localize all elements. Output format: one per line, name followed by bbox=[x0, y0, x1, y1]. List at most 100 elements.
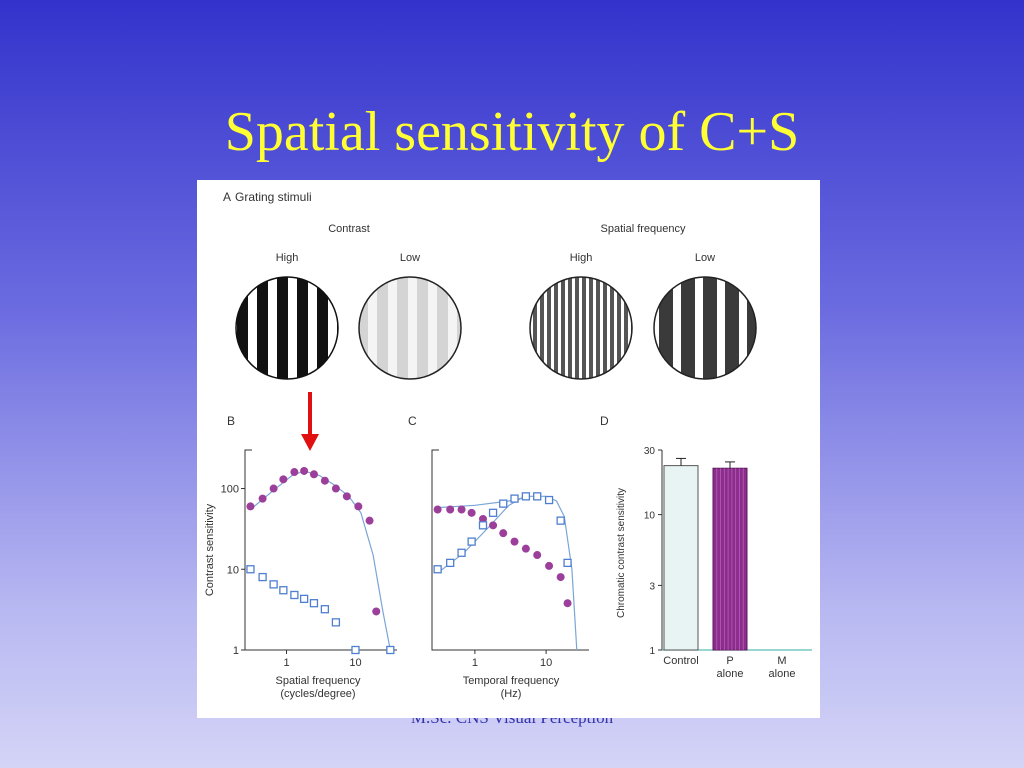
figure-panel: A Grating stimuli Contrast Spatial frequ… bbox=[197, 180, 820, 718]
data-point-circle bbox=[309, 470, 318, 479]
data-point-circle bbox=[533, 551, 542, 560]
data-point-circle bbox=[499, 529, 508, 538]
data-point-circle bbox=[545, 561, 554, 570]
data-point-circle bbox=[489, 521, 498, 530]
bar bbox=[663, 465, 699, 651]
data-point-circle bbox=[269, 484, 278, 493]
data-point-square bbox=[467, 537, 476, 546]
data-point-circle bbox=[354, 502, 363, 511]
chart-b-ylabel: Contrast sensitivity bbox=[204, 503, 216, 596]
data-point-square bbox=[258, 572, 267, 582]
data-point-square bbox=[351, 645, 360, 655]
fit-curve bbox=[250, 470, 391, 651]
grating-outline bbox=[358, 276, 462, 380]
x-tick-label: 10 bbox=[349, 657, 361, 669]
data-point-circle bbox=[365, 516, 374, 525]
panel-a-letter: A bbox=[223, 190, 231, 204]
data-point-circle bbox=[246, 502, 255, 511]
category-label: Control bbox=[663, 655, 698, 667]
data-point-circle bbox=[331, 484, 340, 493]
chart-c-axes bbox=[431, 449, 589, 651]
y-tick-label: 10 bbox=[227, 564, 239, 576]
data-point-circle bbox=[510, 537, 519, 546]
red-arrow-icon bbox=[301, 392, 319, 451]
chart-c-xlabel: Temporal frequency (Hz) bbox=[463, 675, 560, 700]
grating-outline bbox=[235, 276, 339, 380]
x-tick-label: 1 bbox=[283, 657, 289, 669]
grating-outline bbox=[529, 276, 633, 380]
chart-b-plot: 1 10 1 10 100 bbox=[221, 466, 395, 669]
data-point-circle bbox=[433, 505, 442, 514]
data-point-square bbox=[320, 605, 330, 614]
y-tick-label: 1 bbox=[233, 645, 239, 657]
data-point-circle bbox=[556, 573, 565, 582]
x-tick-label: 1 bbox=[472, 657, 478, 669]
chart-b-xlabel: Spatial frequency (cycles/degree) bbox=[276, 675, 361, 700]
chart-c-plot: 1 10 bbox=[433, 492, 578, 669]
data-point-square bbox=[499, 499, 508, 508]
data-point-circle bbox=[320, 476, 329, 485]
data-point-square bbox=[269, 580, 278, 589]
contrast-group-label: Contrast bbox=[328, 223, 370, 235]
spatial-frequency-group-label: Spatial frequency bbox=[601, 223, 686, 235]
data-point-circle bbox=[258, 494, 267, 503]
grating-low-frequency bbox=[654, 277, 756, 379]
data-point-square bbox=[433, 565, 442, 574]
data-point-square bbox=[279, 586, 288, 595]
y-tick-label: 3 bbox=[649, 581, 655, 592]
y-tick-label: 10 bbox=[644, 511, 656, 522]
y-tick-label: 30 bbox=[644, 446, 656, 457]
figure-svg: A Grating stimuli Contrast Spatial frequ… bbox=[204, 190, 812, 700]
data-point-square bbox=[510, 494, 519, 503]
grating-high-contrast bbox=[236, 277, 338, 379]
data-point-square bbox=[299, 594, 309, 604]
grating-outline bbox=[653, 276, 757, 380]
data-point-circle bbox=[446, 505, 455, 514]
fit-curve bbox=[437, 495, 578, 651]
data-point-square bbox=[386, 645, 395, 655]
y-tick-label: 1 bbox=[649, 646, 655, 657]
data-point-square bbox=[446, 558, 455, 568]
data-point-square bbox=[246, 565, 255, 574]
y-tick-label: 100 bbox=[221, 484, 239, 496]
data-point-square bbox=[544, 495, 554, 505]
panel-d-letter: D bbox=[600, 414, 609, 428]
data-point-square bbox=[521, 492, 531, 501]
data-point-circle bbox=[467, 508, 476, 517]
grating-low-contrast bbox=[359, 277, 461, 379]
slide-title: Spatial sensitivity of C+S bbox=[224, 101, 800, 163]
data-point-circle bbox=[479, 514, 488, 523]
data-point-circle bbox=[290, 468, 299, 477]
panel-b-letter: B bbox=[227, 414, 235, 428]
data-point-square bbox=[309, 599, 319, 608]
grating-high-frequency bbox=[530, 277, 632, 379]
grating-label-low-contrast: Low bbox=[400, 252, 420, 264]
data-point-circle bbox=[342, 492, 351, 501]
data-point-circle bbox=[563, 599, 572, 608]
data-point-circle bbox=[521, 544, 530, 553]
data-point-square bbox=[488, 508, 498, 517]
data-point-circle bbox=[372, 607, 381, 616]
data-point-circle bbox=[279, 475, 288, 484]
data-point-square bbox=[533, 492, 542, 501]
chart-d-ylabel: Chromatic contrast sensitivity bbox=[616, 488, 627, 618]
panel-c-letter: C bbox=[408, 414, 417, 428]
bar bbox=[712, 467, 748, 651]
data-point-square bbox=[478, 521, 488, 530]
data-point-circle bbox=[300, 466, 309, 475]
chart-b-axes bbox=[244, 449, 397, 651]
data-point-square bbox=[290, 590, 299, 600]
data-point-circle bbox=[457, 505, 466, 514]
data-point-square bbox=[556, 516, 565, 525]
grating-label-high-contrast: High bbox=[276, 252, 299, 264]
data-point-square bbox=[457, 548, 466, 557]
x-tick-label: 10 bbox=[540, 657, 552, 669]
grating-label-low-frequency: Low bbox=[695, 252, 715, 264]
data-point-square bbox=[331, 618, 341, 627]
data-point-square bbox=[563, 558, 572, 568]
grating-label-high-frequency: High bbox=[570, 252, 593, 264]
panel-a-title: Grating stimuli bbox=[235, 190, 312, 204]
